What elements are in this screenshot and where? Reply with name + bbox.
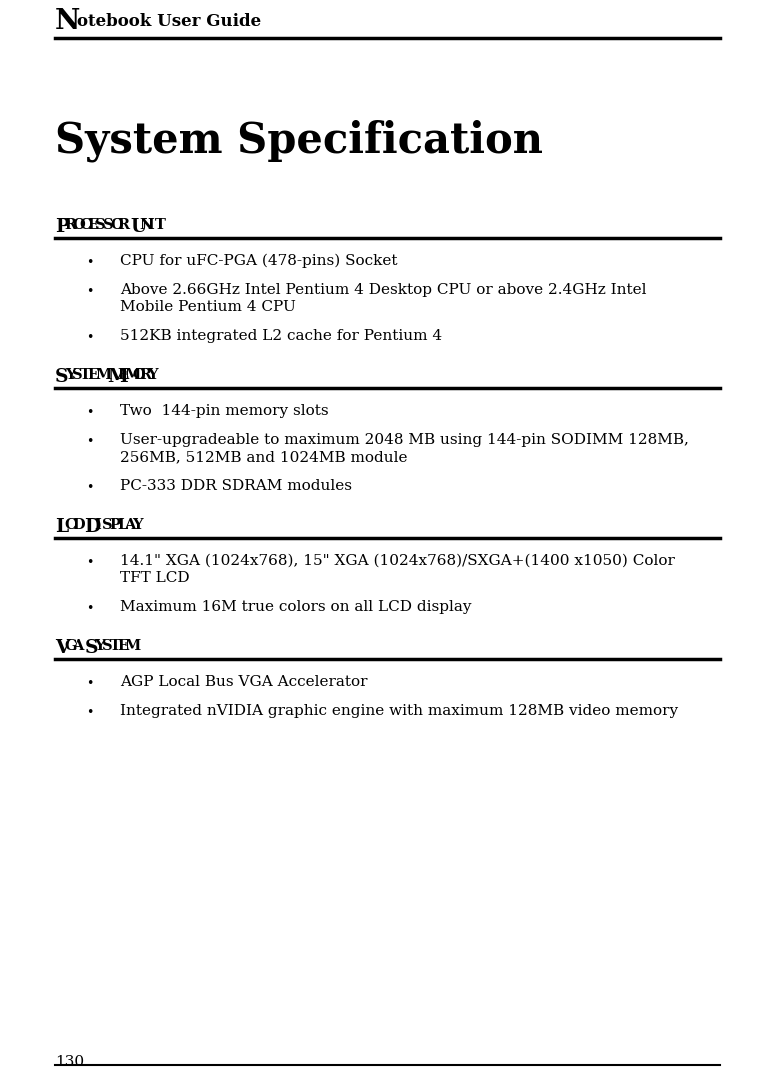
Text: •: • bbox=[86, 677, 94, 690]
Text: M: M bbox=[95, 368, 111, 382]
Text: O: O bbox=[110, 218, 123, 232]
Text: •: • bbox=[86, 481, 94, 494]
Text: •: • bbox=[86, 331, 94, 344]
Text: T: T bbox=[110, 639, 120, 653]
Text: P: P bbox=[55, 218, 69, 236]
Text: A: A bbox=[125, 518, 136, 532]
Text: Two  144-pin memory slots: Two 144-pin memory slots bbox=[120, 404, 329, 418]
Text: •: • bbox=[86, 707, 94, 719]
Text: G: G bbox=[65, 639, 77, 653]
Text: CPU for uFC-PGA (478-pins) Socket: CPU for uFC-PGA (478-pins) Socket bbox=[120, 254, 397, 268]
Text: System Specification: System Specification bbox=[55, 120, 543, 163]
Text: E: E bbox=[88, 368, 98, 382]
Text: T: T bbox=[80, 368, 91, 382]
Text: E: E bbox=[117, 368, 128, 382]
Text: Mobile Pentium 4 CPU: Mobile Pentium 4 CPU bbox=[120, 300, 296, 314]
Text: 14.1" XGA (1024x768), 15" XGA (1024x768)/SXGA+(1400 x1050) Color: 14.1" XGA (1024x768), 15" XGA (1024x768)… bbox=[120, 554, 675, 568]
Text: O: O bbox=[132, 368, 145, 382]
Text: S: S bbox=[72, 368, 83, 382]
Text: V: V bbox=[55, 639, 69, 657]
Text: N: N bbox=[55, 8, 81, 34]
Text: •: • bbox=[86, 406, 94, 419]
Text: 512KB integrated L2 cache for Pentium 4: 512KB integrated L2 cache for Pentium 4 bbox=[120, 328, 442, 342]
Text: R: R bbox=[118, 218, 130, 232]
Text: L: L bbox=[117, 518, 127, 532]
Text: •: • bbox=[86, 556, 94, 569]
Text: S: S bbox=[102, 639, 113, 653]
Text: A: A bbox=[72, 639, 84, 653]
Text: R: R bbox=[65, 218, 77, 232]
Text: O: O bbox=[72, 218, 85, 232]
Text: U: U bbox=[130, 218, 146, 236]
Text: 256MB, 512MB and 1024MB module: 256MB, 512MB and 1024MB module bbox=[120, 450, 407, 464]
Text: Y: Y bbox=[147, 368, 158, 382]
Text: M: M bbox=[125, 639, 141, 653]
Text: N: N bbox=[140, 218, 153, 232]
Text: I: I bbox=[94, 518, 101, 532]
Text: M: M bbox=[125, 368, 141, 382]
Text: PC-333 DDR SDRAM modules: PC-333 DDR SDRAM modules bbox=[120, 479, 352, 493]
Text: AGP Local Bus VGA Accelerator: AGP Local Bus VGA Accelerator bbox=[120, 675, 368, 689]
Text: •: • bbox=[86, 285, 94, 298]
Text: 130: 130 bbox=[55, 1055, 84, 1069]
Text: C: C bbox=[65, 518, 76, 532]
Text: Y: Y bbox=[132, 518, 142, 532]
Text: R: R bbox=[140, 368, 151, 382]
Text: D: D bbox=[84, 518, 100, 536]
Text: •: • bbox=[86, 435, 94, 448]
Text: M: M bbox=[107, 368, 128, 386]
Text: Y: Y bbox=[65, 368, 75, 382]
Text: S: S bbox=[95, 218, 106, 232]
Text: otebook User Guide: otebook User Guide bbox=[77, 13, 261, 30]
Text: C: C bbox=[80, 218, 91, 232]
Text: T: T bbox=[154, 218, 166, 232]
Text: •: • bbox=[86, 256, 94, 269]
Text: S: S bbox=[103, 218, 113, 232]
Text: S: S bbox=[102, 518, 113, 532]
Text: Above 2.66GHz Intel Pentium 4 Desktop CPU or above 2.4GHz Intel: Above 2.66GHz Intel Pentium 4 Desktop CP… bbox=[120, 283, 647, 297]
Text: L: L bbox=[55, 518, 68, 536]
Text: S: S bbox=[55, 368, 68, 386]
Text: E: E bbox=[117, 639, 128, 653]
Text: S: S bbox=[84, 639, 98, 657]
Text: •: • bbox=[86, 602, 94, 615]
Text: I: I bbox=[147, 218, 154, 232]
Text: P: P bbox=[110, 518, 120, 532]
Text: Maximum 16M true colors on all LCD display: Maximum 16M true colors on all LCD displ… bbox=[120, 600, 472, 614]
Text: TFT LCD: TFT LCD bbox=[120, 571, 189, 585]
Text: D: D bbox=[72, 518, 85, 532]
Text: E: E bbox=[88, 218, 98, 232]
Text: User-upgradeable to maximum 2048 MB using 144-pin SODIMM 128MB,: User-upgradeable to maximum 2048 MB usin… bbox=[120, 433, 689, 447]
Text: Y: Y bbox=[94, 639, 105, 653]
Text: Integrated nVIDIA graphic engine with maximum 128MB video memory: Integrated nVIDIA graphic engine with ma… bbox=[120, 704, 678, 718]
